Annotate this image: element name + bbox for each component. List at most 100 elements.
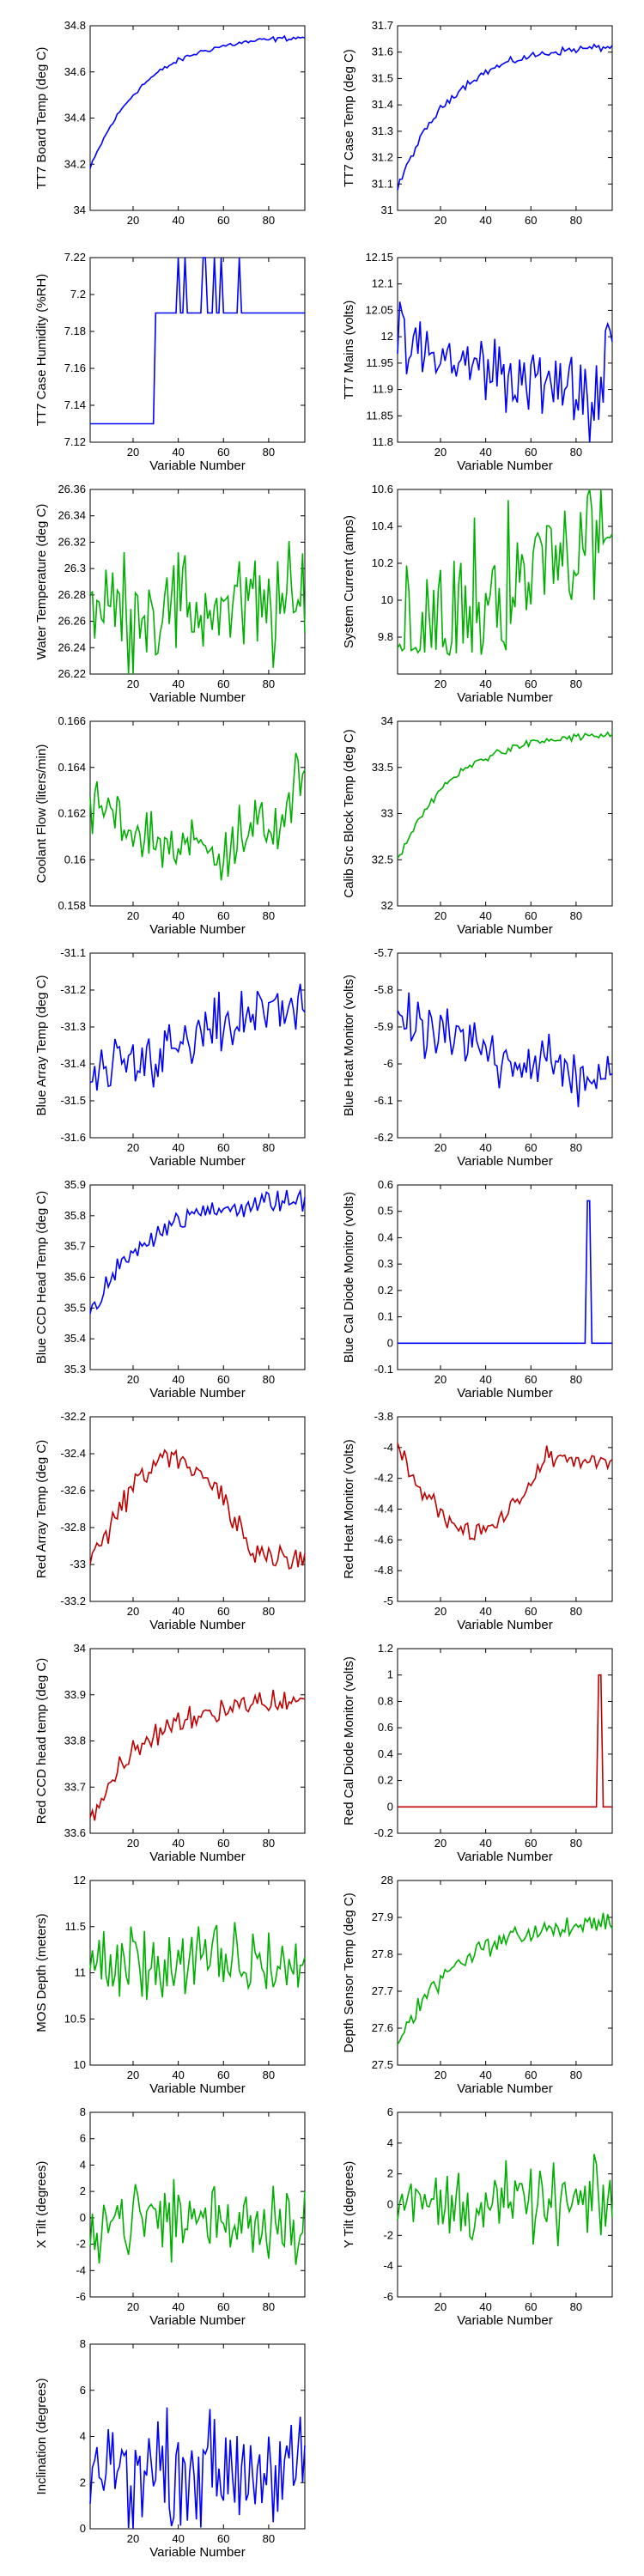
series-line: [89, 983, 306, 1091]
y-tick-label: 0.4: [378, 1230, 393, 1243]
y-tick-label: 33.5: [372, 761, 393, 774]
y-tick-label: -33.2: [60, 1595, 86, 1607]
y-tick-label: -31.4: [60, 1057, 86, 1070]
y-tick-label: 31.6: [372, 46, 393, 58]
y-tick-label: 26.3: [64, 562, 86, 574]
x-tick-label: 60: [525, 1837, 537, 1850]
y-tick-label: 35.7: [64, 1240, 86, 1253]
y-tick-label: 26.34: [58, 509, 86, 522]
x-tick-label: 40: [479, 909, 491, 922]
y-tick-label: 31.5: [372, 71, 393, 84]
subplot-8: 32 32.5 33 33.5 34 20 40 60 80 Variable Number Cal…: [342, 714, 613, 937]
y-tick-label: 0: [80, 2211, 86, 2224]
y-tick-label: -2: [76, 2238, 86, 2251]
plot-frame: [397, 952, 613, 1139]
y-tick-label: 6: [80, 2384, 86, 2397]
plot-frame: [397, 1416, 613, 1602]
y-axis-label: Blue Array Temp (deg C): [34, 975, 49, 1116]
subplot-21: 0 2 4 6 8 20 40 60 80 Variable Number Inclination …: [34, 2337, 306, 2560]
y-tick-label: -2: [383, 2228, 393, 2241]
plot-frame: [89, 952, 306, 1139]
y-tick-label: 4: [80, 2158, 86, 2171]
series-line: [397, 301, 613, 443]
y-tick-label: 31.7: [372, 19, 393, 32]
x-tick-label: 20: [434, 1141, 447, 1154]
series-line: [89, 2178, 306, 2265]
y-tick-label: -32.6: [60, 1484, 86, 1497]
y-tick-label: -31.6: [60, 1131, 86, 1144]
x-tick-label: 80: [263, 2532, 275, 2545]
y-tick-label: -4.8: [374, 1564, 393, 1577]
x-tick-label: 80: [263, 677, 275, 690]
subplot-18: 27.5 27.6 27.7 27.8 27.9 28 20 40 60 80 Variable N…: [342, 1874, 613, 2096]
subplot-5: 26.22 26.24 26.26 26.28 26.3 26.32 26.34 26.36 2…: [34, 483, 306, 705]
x-tick-label: 60: [525, 1141, 537, 1154]
x-tick-label: 40: [479, 677, 491, 690]
y-tick-label: 1.2: [378, 1642, 393, 1655]
y-tick-label: -31.2: [60, 983, 86, 996]
y-axis-label: Depth Sensor Temp (deg C): [342, 1893, 356, 2052]
plot-frame: [89, 1416, 306, 1602]
x-tick-label: 60: [217, 214, 229, 227]
series-line: [397, 1443, 613, 1541]
y-tick-label: 12.05: [365, 303, 393, 316]
y-tick-label: 35.8: [64, 1209, 86, 1222]
y-tick-label: -33: [70, 1558, 86, 1571]
x-tick-label: 60: [525, 2069, 537, 2081]
x-tick-label: 60: [217, 2300, 229, 2313]
x-tick-label: 80: [570, 1605, 582, 1618]
x-axis-label: Variable Number: [149, 1618, 245, 1632]
x-axis-label: Variable Number: [149, 1386, 245, 1400]
x-tick-label: 20: [127, 677, 139, 690]
y-tick-label: -32.4: [60, 1447, 86, 1460]
subplot-10: -6.2 -6.1 -6 -5.9 -5.8 -5.7 20 40 60 80 Variable N…: [342, 946, 613, 1169]
y-tick-label: -4: [383, 1441, 393, 1454]
y-tick-label: 6: [387, 2105, 393, 2118]
y-tick-label: 0: [387, 2198, 393, 2211]
series-line: [397, 992, 613, 1108]
series-line: [397, 489, 613, 657]
y-tick-label: 7.2: [70, 288, 86, 301]
x-tick-label: 80: [263, 214, 275, 227]
series-line: [89, 2407, 306, 2530]
y-axis-label: Blue CCD Head Temp (deg C): [34, 1191, 49, 1364]
x-tick-label: 40: [479, 1605, 491, 1618]
y-tick-label: -5.7: [374, 946, 393, 959]
y-tick-label: 0.5: [378, 1205, 393, 1218]
y-tick-label: 33.9: [64, 1688, 86, 1701]
x-axis-label: Variable Number: [149, 2313, 245, 2328]
x-tick-label: 80: [263, 1141, 275, 1154]
x-axis-label: Variable Number: [457, 690, 552, 705]
x-tick-label: 40: [172, 214, 184, 227]
plot-frame: [397, 489, 613, 675]
x-axis-label: Variable Number: [149, 1154, 245, 1169]
series-line: [398, 1674, 612, 1808]
plot-frame: [89, 2111, 306, 2298]
x-tick-label: 20: [127, 2532, 139, 2545]
x-tick-label: 60: [525, 1373, 537, 1386]
subplot-4: 11.8 11.85 11.9 11.95 12 12.05 12.1 12.15 20 40 60…: [342, 251, 613, 473]
x-tick-label: 60: [525, 677, 537, 690]
series-line: [90, 257, 305, 425]
y-tick-label: -32.8: [60, 1521, 86, 1534]
x-tick-label: 60: [217, 1141, 229, 1154]
plot-frame: [397, 257, 613, 443]
x-tick-label: 80: [263, 446, 275, 459]
subplot-16: -0.2 0 0.2 0.4 0.6 0.8 1 1.2 20 40 60 80 Variable Nu…: [342, 1642, 613, 1864]
x-axis-label: Variable Number: [149, 690, 245, 705]
x-tick-label: 20: [127, 1605, 139, 1618]
subplot-1: 34 34.2 34.4 34.6 34.8 20 40 60 80 TT7 Board Temp…: [34, 19, 306, 227]
y-tick-label: 0: [387, 1800, 393, 1813]
x-tick-label: 40: [172, 446, 184, 459]
y-tick-label: 0.162: [58, 807, 86, 820]
subplot-7: 0.158 0.16 0.162 0.164 0.166 20 40 60 80 Variable…: [34, 714, 306, 937]
y-tick-label: -5.9: [374, 1020, 393, 1033]
subplot-15: 33.6 33.7 33.8 33.9 34 20 40 60 80 Variable Numbe…: [34, 1642, 306, 1864]
y-tick-label: 12.15: [365, 251, 393, 264]
y-tick-label: 34: [381, 714, 393, 727]
x-tick-label: 80: [263, 1837, 275, 1850]
plot-frame: [89, 720, 306, 907]
y-tick-label: 11.95: [366, 356, 393, 369]
x-tick-label: 40: [479, 1837, 491, 1850]
